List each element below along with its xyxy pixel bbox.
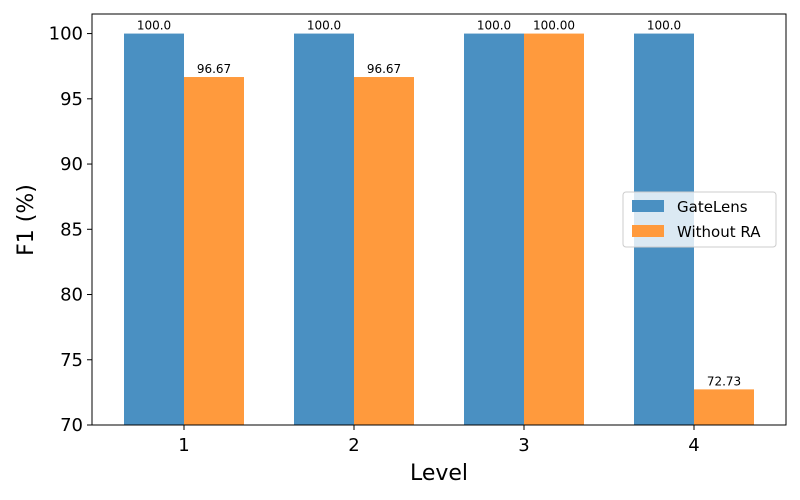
y-tick-label-100: 100 xyxy=(49,24,83,45)
x-tick-label-1: 1 xyxy=(178,435,189,456)
y-tick-label-90: 90 xyxy=(60,154,83,175)
y-tick-label-85: 85 xyxy=(60,219,83,240)
data-label-without-ra-level-2: 96.67 xyxy=(367,62,401,76)
x-tick-label-2: 2 xyxy=(348,435,359,456)
bar-without-ra-level-1 xyxy=(184,77,244,426)
y-tick-label-70: 70 xyxy=(60,415,83,436)
bars-layer xyxy=(124,33,754,426)
plot-frame xyxy=(91,13,787,426)
bar-without-ra-level-2 xyxy=(354,77,414,426)
legend-label-without-ra: Without RA xyxy=(677,223,761,241)
legend-label-gatelens: GateLens xyxy=(677,198,748,216)
legend-swatch-gatelens xyxy=(632,200,664,212)
bar-without-ra-level-4 xyxy=(694,389,754,425)
data-label-gatelens-level-4: 100.0 xyxy=(647,19,681,33)
y-tick-label-80: 80 xyxy=(60,285,83,306)
data-label-without-ra-level-1: 96.67 xyxy=(197,62,231,76)
x-axis-title: Level xyxy=(410,461,468,486)
data-label-gatelens-level-1: 100.0 xyxy=(137,19,171,33)
data-label-without-ra-level-4: 72.73 xyxy=(707,374,741,388)
bar-without-ra-level-3 xyxy=(524,33,584,425)
y-tick-label-95: 95 xyxy=(60,89,83,110)
data-label-gatelens-level-2: 100.0 xyxy=(307,19,341,33)
bar-gatelens-level-1 xyxy=(124,33,184,425)
data-labels-layer: 100.0 96.67 100.0 96.67 100.0 100.00 100.0 72.7… xyxy=(137,19,741,389)
x-tick-label-4: 4 xyxy=(688,435,699,456)
y-tick-label-75: 75 xyxy=(60,350,83,371)
y-axis-title: F1 (%) xyxy=(14,184,39,256)
data-label-gatelens-level-3: 100.0 xyxy=(477,19,511,33)
bar-gatelens-level-3 xyxy=(464,33,524,425)
x-tick-label-3: 3 xyxy=(518,435,529,456)
data-label-without-ra-level-3: 100.00 xyxy=(533,19,575,33)
legend: GateLens Without RA xyxy=(622,191,777,248)
axes-layer: 1 2 3 4 70 75 80 85 90 95 100 xyxy=(49,13,787,456)
bar-gatelens-level-2 xyxy=(294,33,354,425)
legend-swatch-without-ra xyxy=(632,225,664,237)
